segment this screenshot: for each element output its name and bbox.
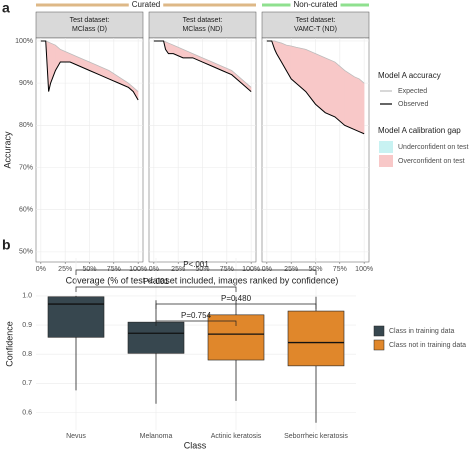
x-tick-label: 75% [107, 266, 121, 273]
gap-band [354, 76, 360, 132]
bracket [155, 303, 317, 309]
p-value: P<.001 [183, 260, 209, 269]
x-tick-label: 75% [220, 266, 234, 273]
x-tick-label: 75% [333, 266, 347, 273]
x-tick-label: 50% [82, 266, 96, 273]
accuracy-line [266, 40, 365, 135]
p-value: P=0.480 [221, 294, 252, 303]
x-tick-label: 25% [171, 266, 185, 273]
facet-title: MClass (D) [72, 26, 107, 33]
x-tick-label: 50% [308, 266, 322, 273]
facet-header [261, 11, 370, 39]
legend-label: Class not in training data [389, 342, 466, 349]
box [127, 321, 185, 354]
y-tick-label: 70% [19, 164, 33, 171]
legend-swatch [379, 155, 393, 167]
legend-label: Observed [398, 101, 428, 108]
group-label: Curated [132, 0, 160, 9]
x-tick-label: 0% [262, 266, 272, 273]
bracket [75, 269, 317, 275]
x-tick-label: 25% [284, 266, 298, 273]
box [47, 296, 105, 338]
p-value: P=0.754 [181, 311, 212, 320]
x-axis-label: Class [184, 440, 207, 450]
facet-title: Test dataset: [296, 17, 336, 24]
y-tick-label: 1.0 [22, 293, 32, 300]
y-tick-label: 0.8 [22, 351, 32, 358]
group-label-bg [128, 0, 164, 10]
legend-label: Class in training data [389, 328, 454, 335]
gap-band [334, 61, 345, 126]
panel-label: b [2, 237, 11, 253]
facet-title: MClass (ND) [182, 26, 222, 33]
bracket [155, 320, 237, 326]
x-tick-label: Nevus [66, 433, 86, 440]
gap-band [325, 57, 336, 118]
gap-band [315, 53, 326, 114]
legend-swatch [373, 339, 385, 351]
x-tick-label: 25% [58, 266, 72, 273]
legend-label: Underconfident on test [398, 144, 468, 151]
x-tick-label: 100% [242, 266, 260, 273]
bracket [75, 286, 237, 292]
x-tick-label: 100% [355, 266, 373, 273]
y-tick-label: 50% [19, 249, 33, 256]
y-tick-label: 100% [15, 38, 33, 45]
facet-title: VAMC-T (ND) [294, 26, 337, 33]
legend-title: Model A accuracy [378, 71, 441, 80]
box [287, 310, 345, 367]
facet-header [148, 11, 257, 39]
y-tick-label: 60% [19, 207, 33, 214]
legend-title: Model A calibration gap [378, 126, 461, 135]
y-tick-label: 0.7 [22, 380, 32, 387]
legend-swatch [373, 325, 385, 337]
x-tick-label: Actinic keratosis [211, 433, 262, 440]
group-label: Non-curated [293, 0, 337, 9]
x-tick-label: Seborrheic keratosis [284, 433, 348, 440]
x-tick-label: 0% [149, 266, 159, 273]
accuracy-line [266, 40, 365, 84]
x-axis-label: Coverage (% of test dataset included, im… [66, 275, 339, 285]
legend-label: Expected [398, 88, 427, 95]
y-axis-label: Accuracy [2, 131, 12, 169]
gap-band [359, 78, 365, 135]
accuracy-line [153, 40, 252, 92]
facet-title: Test dataset: [183, 17, 223, 24]
facet-title: Test dataset: [70, 17, 110, 24]
gap-band [290, 45, 297, 84]
accuracy-line [40, 40, 139, 101]
y-tick-label: 80% [19, 122, 33, 129]
y-tick-label: 0.9 [22, 322, 32, 329]
legend-label: Overconfident on test [398, 158, 465, 165]
accuracy-line [153, 40, 252, 88]
legend-swatch [379, 141, 393, 153]
panel-label: a [2, 0, 10, 16]
x-tick-label: 100% [129, 266, 147, 273]
facet-header [35, 11, 144, 39]
p-value: P<.001 [143, 277, 169, 286]
y-axis-label: Confidence [4, 321, 14, 367]
accuracy-line [40, 40, 139, 92]
x-tick-label: 0% [36, 266, 46, 273]
x-tick-label: Melanoma [140, 433, 173, 440]
y-tick-label: 0.6 [22, 409, 32, 416]
y-tick-label: 90% [19, 80, 33, 87]
group-label-bg [290, 0, 341, 10]
gap-band [344, 70, 355, 130]
x-tick-label: 50% [195, 266, 209, 273]
